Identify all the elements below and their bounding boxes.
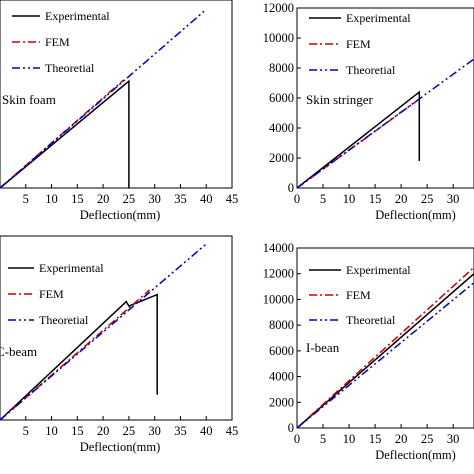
y-tick-label: 10000: [263, 31, 294, 45]
y-tick-label: 0: [288, 181, 294, 195]
x-tick-label: 25: [421, 432, 434, 446]
x-tick-label: 30: [447, 432, 460, 446]
series-line-theoretial: [0, 243, 207, 421]
panel-annotation: C-beam: [0, 344, 37, 359]
y-tick-label: 4000: [269, 370, 294, 384]
series-line-theoretial: [0, 8, 207, 189]
series-line-theoretial: [296, 282, 474, 429]
x-tick-label: 5: [320, 192, 326, 206]
x-tick-label: 25: [421, 192, 434, 206]
x-tick-label: 35: [174, 424, 187, 438]
x-tick-label: 20: [97, 192, 110, 206]
plot-frame: [296, 247, 474, 429]
x-tick-label: 0: [294, 432, 300, 446]
x-tick-label: 10: [343, 192, 356, 206]
x-tick-label: 30: [148, 192, 161, 206]
x-tick-label: 30: [148, 424, 161, 438]
y-tick-label: 6000: [269, 91, 294, 105]
x-tick-label: 35: [174, 192, 187, 206]
x-tick-label: 25: [123, 192, 136, 206]
legend-entry: Theoretial: [45, 61, 95, 75]
series-line-theoretial: [296, 58, 474, 189]
chart-panel-0: 5 10 15 20 25 30 35 40 45 Deflection(mm) Experimen…: [0, 0, 238, 222]
x-tick-label: 15: [369, 432, 382, 446]
x-tick-label: 15: [71, 424, 84, 438]
y-tick-label: 10000: [263, 292, 294, 306]
x-axis-label: Deflection(mm): [375, 448, 456, 462]
x-axis-label: Deflection(mm): [80, 208, 161, 222]
y-tick-label: 2000: [269, 395, 294, 409]
series-line-experimental: [0, 79, 130, 189]
panel-annotation: Skin stringer: [306, 92, 373, 107]
x-tick-label: 15: [369, 192, 382, 206]
x-tick-label: 45: [226, 192, 239, 206]
x-tick-label: 5: [23, 192, 29, 206]
x-axis-label: Deflection(mm): [80, 440, 161, 454]
x-tick-label: 20: [395, 192, 408, 206]
y-tick-label: 0: [288, 421, 294, 435]
x-tick-label: 45: [226, 424, 239, 438]
panel-annotation: I-bean: [306, 340, 340, 355]
legend-entry: FEM: [346, 37, 371, 51]
x-tick-label: 40: [200, 424, 213, 438]
y-tick-label: 2000: [269, 151, 294, 165]
x-tick-label: 30: [447, 192, 460, 206]
series-line-experimental: [0, 293, 158, 421]
x-tick-label: 0: [294, 192, 300, 206]
series-line-fem: [296, 100, 418, 189]
x-tick-label: 10: [45, 424, 58, 438]
plot-frame: [0, 0, 233, 189]
x-tick-label: 40: [200, 192, 213, 206]
y-tick-label: 8000: [269, 318, 294, 332]
legend-entry: Experimental: [45, 9, 110, 23]
x-tick-label: 20: [97, 424, 110, 438]
y-tick-label: 12000: [263, 1, 294, 15]
x-tick-label: 10: [45, 192, 58, 206]
y-tick-label: 8000: [269, 61, 294, 75]
chart-panel-2: 5 10 15 20 25 30 35 40 45 Deflection(mm) Experimen…: [0, 235, 239, 454]
plot-frame: [0, 235, 233, 421]
series-line-experimental: [296, 90, 421, 189]
x-tick-label: 5: [320, 432, 326, 446]
y-tick-label: 12000: [263, 267, 294, 281]
legend-entry: FEM: [39, 287, 64, 301]
legend-entry: FEM: [45, 35, 70, 49]
legend-entry: Theoretial: [39, 313, 89, 327]
legend-entry: Experimental: [346, 11, 411, 25]
y-tick-label: 6000: [269, 344, 294, 358]
legend-entry: Theoretial: [346, 63, 396, 77]
legend-entry: Experimental: [346, 263, 411, 277]
chart-panel-3: 0 5 10 15 20 25 30 0 2000 4000 6000 8000 10000 12000 1…: [263, 241, 474, 462]
x-tick-label: 20: [395, 432, 408, 446]
x-axis-label: Deflection(mm): [375, 208, 456, 222]
series-line-fem: [296, 266, 474, 429]
legend-entry: Theoretial: [346, 313, 396, 327]
x-tick-label: 15: [71, 192, 84, 206]
x-tick-label: 10: [343, 432, 356, 446]
y-tick-label: 4000: [269, 121, 294, 135]
legend-entry: FEM: [346, 288, 371, 302]
y-tick-label: 14000: [263, 241, 294, 255]
legend-entry: Experimental: [39, 261, 104, 275]
x-tick-label: 25: [123, 424, 136, 438]
x-tick-label: 5: [23, 424, 29, 438]
chart-panel-1: 0 5 10 15 20 25 30 0 2000 4000 6000 8000 10000 12000 D…: [263, 1, 474, 222]
series-line-experimental: [296, 273, 474, 429]
panel-annotation: Skin foam: [2, 92, 56, 107]
